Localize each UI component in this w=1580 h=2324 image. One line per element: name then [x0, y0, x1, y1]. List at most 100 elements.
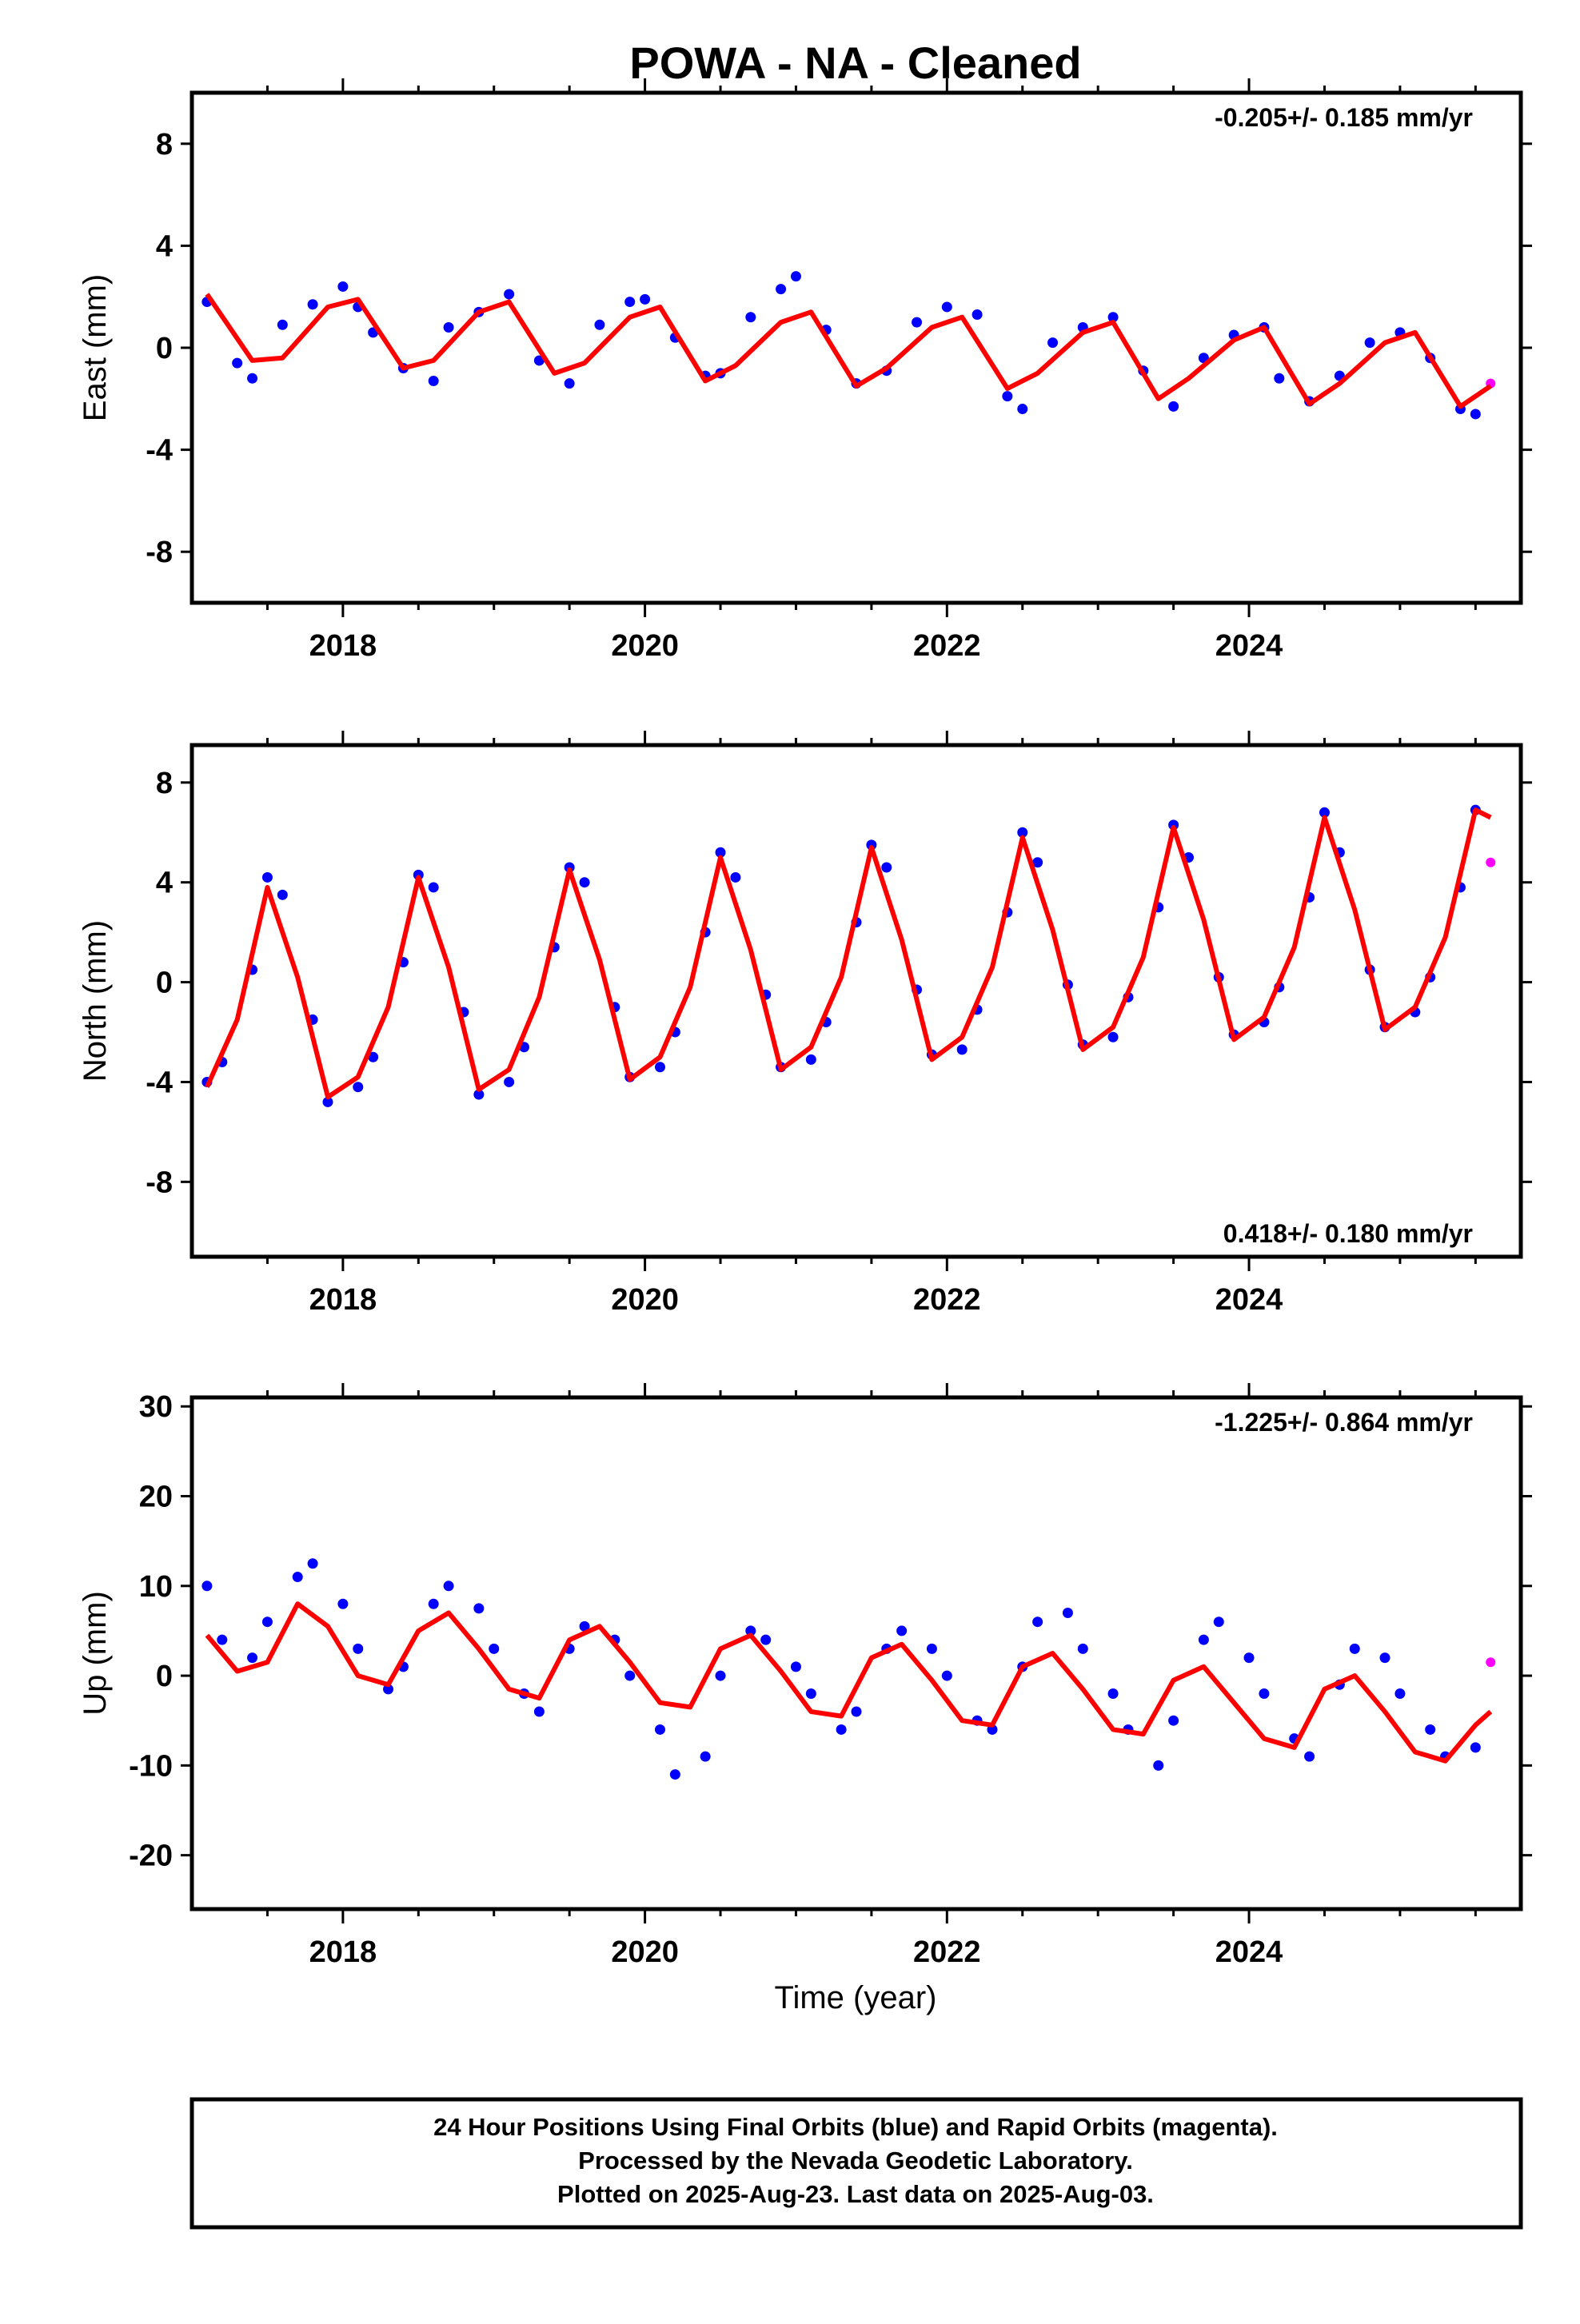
north-final-orbit-point [866, 839, 877, 851]
up-x-tick-label: 2020 [611, 1935, 679, 1969]
up-final-orbit-point [1394, 1688, 1406, 1700]
up-final-orbit-point [1425, 1724, 1436, 1735]
north-rapid-orbit-point [1486, 857, 1496, 867]
east-panel: 8 4 0 -4 -8 2018 2020 2022 2024 East (mm) -0.205+/… [78, 78, 1532, 663]
up-final-orbit-point [1213, 1616, 1224, 1628]
up-rapid-orbit-point [1486, 1657, 1496, 1668]
x-axis-label: Time (year) [775, 1980, 937, 2015]
north-final-orbit-point [730, 871, 741, 883]
east-final-orbit-point [428, 375, 439, 386]
up-plot-frame [190, 1395, 1523, 1911]
north-panel: 8 4 0 -4 -8 2018 2020 2022 2024 North (mm) 0.418+/… [78, 731, 1532, 1317]
east-data-points [201, 271, 1496, 420]
north-y-tick-label: 0 [156, 967, 173, 1000]
up-final-orbit-point [1153, 1760, 1164, 1771]
north-final-orbit-point [428, 882, 439, 893]
chart-title: POWA - NA - Cleaned [629, 38, 1081, 88]
up-final-orbit-point [247, 1652, 258, 1664]
up-y-tick-label: 20 [139, 1481, 173, 1514]
north-rate-label: 0.418+/- 0.180 mm/yr [1223, 1219, 1473, 1248]
up-final-orbit-point [745, 1625, 756, 1636]
east-final-orbit-point [564, 378, 575, 389]
up-final-orbit-point [790, 1661, 801, 1672]
north-x-tick-label: 2022 [913, 1283, 981, 1317]
east-final-orbit-point [1364, 337, 1375, 349]
east-final-orbit-point [624, 297, 636, 308]
east-rate-label: -0.205+/- 0.185 mm/yr [1215, 103, 1473, 132]
up-final-orbit-point [533, 1706, 545, 1717]
up-final-orbit-point [353, 1643, 364, 1654]
up-x-tick-label: 2022 [913, 1935, 981, 1969]
east-y-tick-label: 0 [156, 332, 173, 365]
up-final-orbit-point [715, 1670, 726, 1681]
up-final-orbit-point [307, 1558, 318, 1569]
north-final-orbit-point [579, 877, 590, 888]
up-final-orbit-point [1470, 1742, 1481, 1753]
east-final-orbit-point [1107, 312, 1119, 323]
east-final-orbit-point [277, 319, 288, 330]
east-y-tick-label: 8 [156, 128, 173, 161]
north-final-orbit-point [881, 862, 892, 873]
east-final-orbit-point [1168, 401, 1179, 412]
up-final-orbit-point [1304, 1751, 1315, 1762]
up-final-orbit-point [654, 1724, 665, 1735]
north-data-points [201, 804, 1496, 1107]
east-final-orbit-point [640, 293, 651, 305]
north-final-orbit-point [277, 889, 288, 900]
up-x-tick-label: 2018 [309, 1935, 377, 1969]
up-panel: 30 20 10 0 -10 -20 2018 2020 2022 2024 Up (mm) -1.2… [78, 1383, 1532, 1969]
north-final-orbit-point [1032, 857, 1043, 868]
north-final-orbit-point [353, 1082, 364, 1093]
east-final-orbit-point [232, 357, 243, 369]
up-final-orbit-point [443, 1581, 454, 1592]
north-x-tick-label: 2024 [1215, 1283, 1283, 1317]
panels-group: 8 4 0 -4 -8 2018 2020 2022 2024 East (mm) -0.205+/… [78, 78, 1532, 1969]
north-final-orbit-point [473, 1089, 485, 1100]
east-final-orbit-point [504, 289, 515, 300]
up-final-orbit-point [579, 1620, 590, 1632]
up-final-orbit-point [1243, 1652, 1255, 1664]
up-model-curve [205, 1601, 1493, 1764]
up-final-orbit-point [941, 1670, 952, 1681]
north-final-orbit-point [504, 1076, 515, 1087]
up-y-tick-label: 0 [156, 1660, 173, 1693]
east-final-orbit-point [443, 321, 454, 333]
up-final-orbit-point [337, 1598, 349, 1609]
north-y-tick-label: 8 [156, 767, 173, 800]
up-y-tick-label: -10 [129, 1749, 173, 1783]
north-final-orbit-point [654, 1062, 665, 1073]
up-final-orbit-point [700, 1751, 711, 1762]
east-final-orbit-point [745, 312, 756, 323]
up-final-orbit-point [851, 1706, 862, 1717]
up-final-orbit-point [489, 1643, 500, 1654]
up-final-orbit-point [760, 1634, 772, 1645]
up-rate-label: -1.225+/- 0.864 mm/yr [1215, 1408, 1473, 1437]
footer-line-2: Processed by the Nevada Geodetic Laborat… [578, 2147, 1133, 2175]
up-final-orbit-point [1062, 1607, 1073, 1618]
footer-box: 24 Hour Positions Using Final Orbits (bl… [190, 2097, 1523, 2230]
up-final-orbit-point [1198, 1634, 1209, 1645]
east-x-tick-label: 2024 [1215, 629, 1283, 663]
up-final-orbit-point [1379, 1652, 1390, 1664]
up-y-axis-label: Up (mm) [78, 1591, 113, 1716]
north-final-orbit-point [805, 1054, 816, 1065]
north-y-tick-label: -8 [146, 1166, 173, 1199]
north-final-orbit-point [715, 847, 726, 858]
east-final-orbit-point [1002, 391, 1013, 402]
north-final-orbit-point [564, 862, 575, 873]
north-final-orbit-point [956, 1044, 968, 1055]
north-final-orbit-point [1168, 819, 1179, 831]
footer-line-1: 24 Hour Positions Using Final Orbits (bl… [433, 2113, 1278, 2141]
east-x-tick-label: 2018 [309, 629, 377, 663]
up-x-tick-label: 2024 [1215, 1935, 1283, 1969]
up-final-orbit-point [201, 1581, 213, 1592]
up-final-orbit-point [473, 1603, 485, 1614]
east-final-orbit-point [790, 271, 801, 282]
north-final-orbit-point [261, 871, 273, 883]
up-final-orbit-point [624, 1670, 636, 1681]
north-y-axis-label: North (mm) [78, 920, 113, 1082]
up-final-orbit-point [896, 1625, 908, 1636]
footer-line-3: Plotted on 2025-Aug-23. Last data on 202… [557, 2180, 1154, 2208]
